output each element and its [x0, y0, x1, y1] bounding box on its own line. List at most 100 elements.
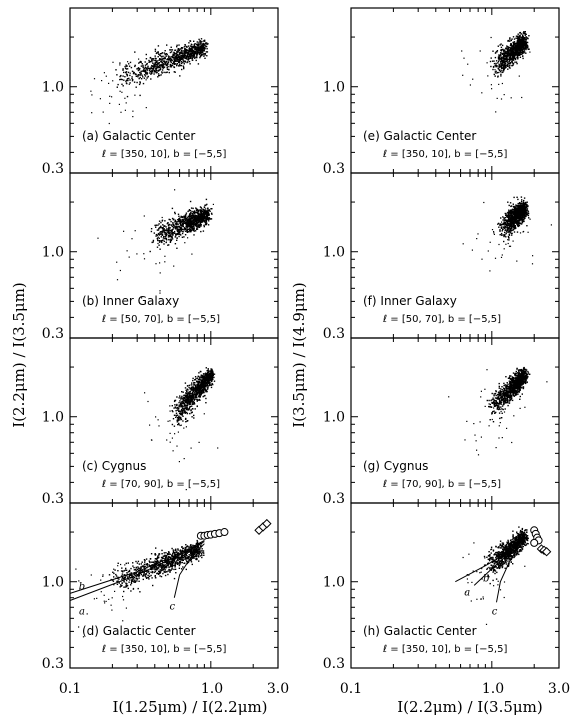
- scatter-point: [168, 561, 170, 563]
- scatter-point: [497, 45, 499, 47]
- scatter-point: [171, 558, 173, 560]
- scatter-point: [182, 57, 184, 60]
- scatter-point: [163, 225, 165, 227]
- scatter-point: [185, 212, 188, 214]
- scatter-point: [189, 224, 191, 226]
- scatter-point: [142, 565, 145, 567]
- scatter-point: [515, 42, 517, 45]
- scatter-point: [168, 568, 170, 571]
- scatter-point: [103, 600, 105, 602]
- scatter-point: [157, 560, 159, 562]
- scatter-point: [125, 586, 128, 588]
- scatter-point: [162, 564, 165, 566]
- scatter-point: [162, 59, 164, 61]
- scatter-point: [192, 401, 194, 403]
- scatter-point: [187, 397, 190, 399]
- scatter-point: [188, 556, 191, 558]
- scatter-point: [133, 566, 135, 569]
- scatter-point: [503, 70, 505, 72]
- scatter-point: [191, 227, 193, 229]
- scatter-point: [193, 54, 196, 57]
- scatter-point: [175, 557, 177, 559]
- curve-label: a: [79, 606, 85, 617]
- scatter-point: [169, 405, 171, 407]
- scatter-point: [78, 626, 80, 628]
- scatter-point: [182, 402, 184, 405]
- scatter-point: [153, 571, 156, 574]
- scatter-point: [179, 410, 181, 412]
- scatter-point: [180, 47, 183, 49]
- scatter-point: [186, 407, 189, 409]
- scatter-point: [183, 217, 185, 219]
- scatter-point: [203, 380, 205, 383]
- scatter-point: [122, 620, 124, 622]
- scatter-point: [523, 41, 525, 44]
- scatter-point: [171, 554, 173, 556]
- scatter-point: [514, 49, 516, 51]
- scatter-point: [157, 572, 160, 575]
- scatter-point: [177, 220, 180, 222]
- scatter-point: [199, 53, 201, 55]
- scatter-point: [198, 221, 200, 224]
- scatter-point: [184, 52, 186, 54]
- scatter-point: [157, 73, 160, 75]
- scatter-point: [176, 419, 178, 421]
- scatter-point: [190, 389, 192, 391]
- scatter-point: [505, 61, 507, 63]
- scatter-point: [175, 223, 177, 225]
- scatter-point: [119, 78, 121, 81]
- scatter-point: [191, 216, 194, 219]
- scatter-point: [497, 60, 500, 63]
- scatter-point: [158, 554, 160, 556]
- scatter-point: [512, 47, 514, 49]
- scatter-point: [182, 220, 184, 222]
- scatter-point: [119, 90, 121, 92]
- scatter-point: [127, 79, 129, 82]
- scatter-point: [188, 216, 190, 218]
- scatter-point: [506, 59, 508, 62]
- scatter-point: [194, 376, 197, 378]
- scatter-point: [510, 58, 513, 60]
- scatter-point: [521, 45, 523, 47]
- scatter-point: [165, 64, 168, 66]
- scatter-point: [209, 381, 211, 384]
- scatter-point: [163, 71, 165, 74]
- scatter-point: [212, 203, 214, 205]
- scatter-point: [193, 387, 195, 389]
- scatter-point: [165, 552, 167, 554]
- scatter-point: [178, 217, 181, 220]
- scatter-point: [189, 50, 191, 52]
- scatter-point: [188, 56, 190, 58]
- scatter-point: [163, 66, 166, 68]
- scatter-point: [133, 579, 136, 581]
- scatter-point: [525, 39, 527, 41]
- scatter-point: [197, 43, 199, 45]
- scatter-point: [202, 53, 204, 56]
- scatter-point: [518, 40, 520, 42]
- scatter-point: [170, 231, 172, 233]
- scatter-point: [113, 568, 115, 570]
- scatter-point: [154, 55, 156, 57]
- scatter-point: [169, 64, 172, 66]
- scatter-point: [164, 261, 166, 263]
- scatter-point: [158, 62, 160, 64]
- panel-label: (a) Galactic Center: [82, 129, 195, 143]
- scatter-point: [504, 67, 506, 69]
- scatter-point: [182, 398, 184, 400]
- scatter-point: [142, 66, 144, 68]
- scatter-point: [175, 410, 177, 412]
- scatter-point: [163, 237, 165, 240]
- scatter-point: [137, 560, 140, 563]
- scatter-point: [125, 567, 127, 570]
- scatter-point: [207, 386, 209, 388]
- scatter-point: [511, 38, 513, 40]
- scatter-point: [516, 40, 519, 42]
- scatter-point: [169, 241, 172, 243]
- scatter-point: [196, 43, 198, 46]
- scatter-point: [514, 54, 517, 56]
- scatter-point: [189, 222, 191, 225]
- scatter-point: [82, 636, 85, 638]
- scatter-point: [193, 227, 195, 229]
- scatter-point: [186, 231, 188, 233]
